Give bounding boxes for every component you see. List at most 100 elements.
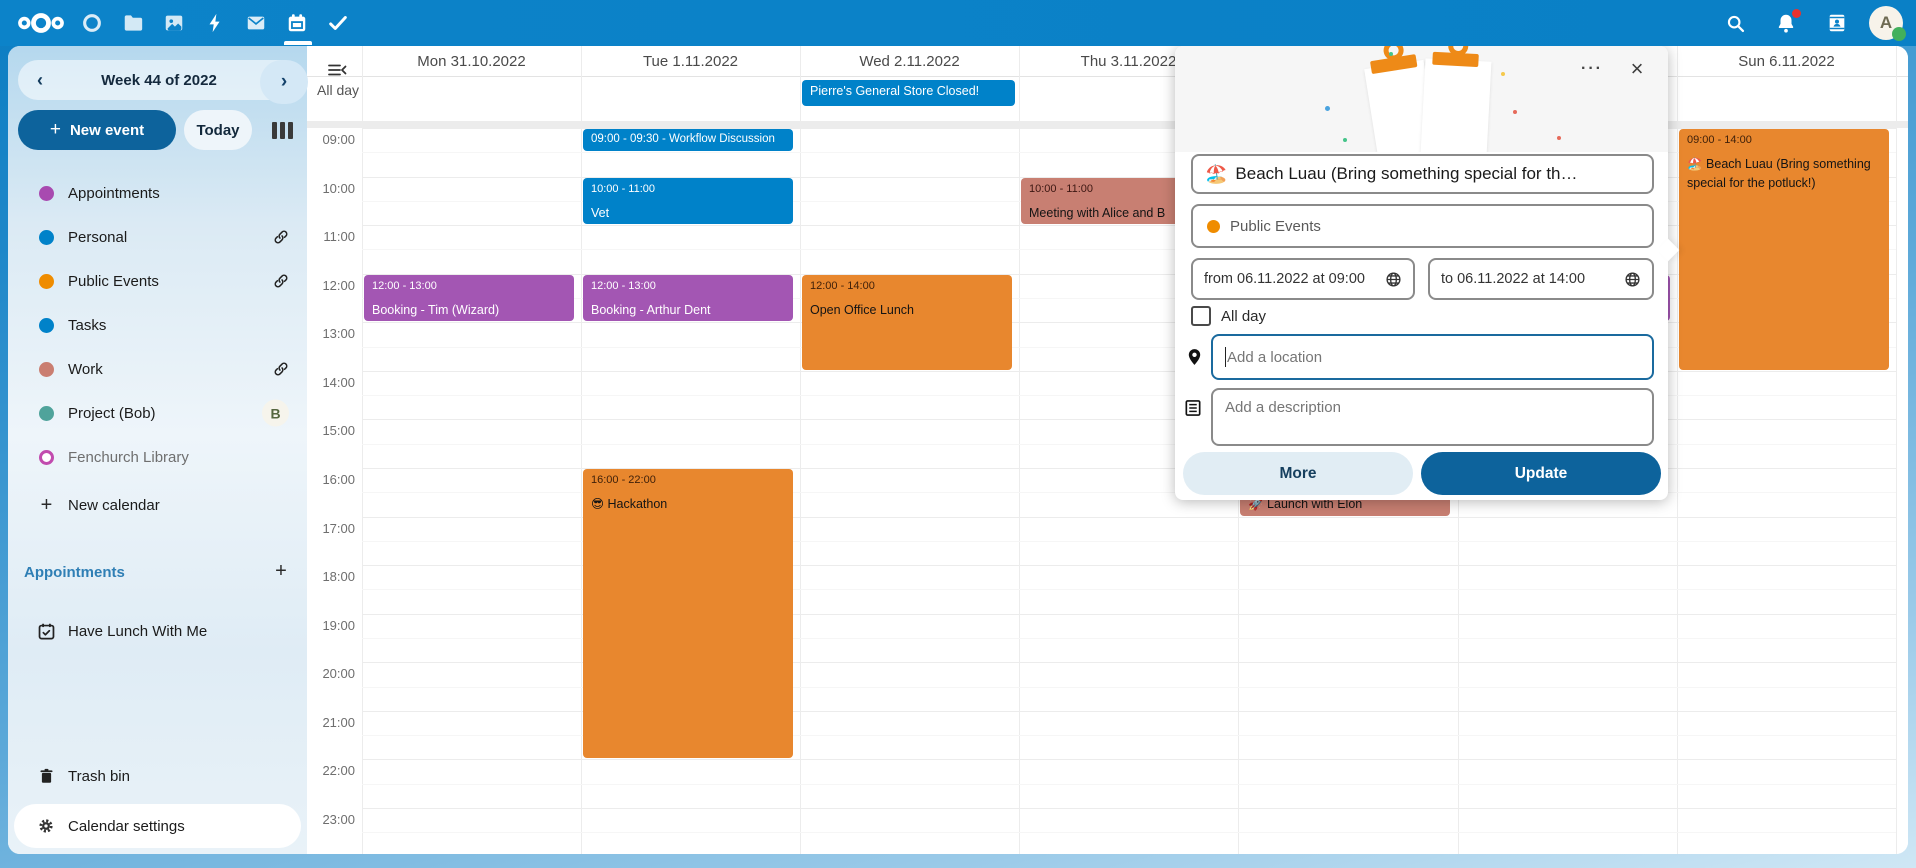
sidebar-calendar-work[interactable]: Work bbox=[8, 347, 307, 391]
close-icon[interactable]: × bbox=[1630, 56, 1644, 81]
today-button[interactable]: Today bbox=[184, 110, 252, 150]
previous-week-button[interactable]: ‹ bbox=[37, 69, 43, 90]
week-title: Week 44 of 2022 bbox=[101, 71, 217, 89]
trash-label: Trash bin bbox=[68, 767, 130, 785]
calendar-name: Appointments bbox=[68, 184, 160, 202]
dashboard-icon[interactable] bbox=[80, 11, 104, 35]
tasks-icon[interactable] bbox=[326, 11, 350, 35]
event-block[interactable]: 16:00 - 22:00 😎 Hackathon bbox=[583, 469, 793, 759]
view-columns-icon[interactable] bbox=[268, 116, 296, 144]
search-icon[interactable] bbox=[1723, 11, 1747, 35]
location-input[interactable]: Add a location bbox=[1211, 334, 1654, 380]
photos-icon[interactable] bbox=[162, 11, 186, 35]
allday-checkbox-label: All day bbox=[1221, 307, 1267, 325]
day-header: Tue 1.11.2022 bbox=[642, 52, 739, 70]
day-header: Mon 31.10.2022 bbox=[417, 52, 526, 70]
calendar-name: Personal bbox=[68, 228, 128, 246]
description-textarea[interactable]: Add a description bbox=[1211, 388, 1654, 446]
event-title: 🚀 Launch with Elon bbox=[1248, 497, 1363, 511]
checkbox-box[interactable] bbox=[1191, 306, 1211, 326]
settings-label: Calendar settings bbox=[68, 817, 185, 835]
popup-actions-menu-button[interactable]: ··· bbox=[1581, 60, 1603, 77]
start-datetime-field[interactable]: from 06.11.2022 at 09:00 bbox=[1191, 258, 1415, 300]
event-time: 12:00 - 13:00 bbox=[372, 279, 437, 292]
end-datetime-field[interactable]: to 06.11.2022 at 14:00 bbox=[1428, 258, 1654, 300]
event-time: 16:00 - 22:00 bbox=[591, 474, 656, 486]
hour-label: 21:00 bbox=[322, 714, 355, 730]
sidebar: ‹ Week 44 of 2022 › + New event Today Ap… bbox=[8, 46, 307, 854]
calendar-app-icon[interactable] bbox=[285, 11, 309, 35]
allday-event[interactable]: Pierre's General Store Closed! bbox=[802, 80, 1015, 106]
event-editor-popup: ··· × 🏖️ Beach Luau (Bring something spe… bbox=[1175, 46, 1680, 500]
event-block[interactable]: 10:00 - 11:00 Vet bbox=[583, 177, 793, 225]
contacts-icon[interactable] bbox=[1825, 11, 1849, 35]
hour-label: 15:00 bbox=[322, 423, 355, 439]
calendar-color-dot bbox=[39, 229, 54, 245]
event-title-emoji: 🏖️ bbox=[1205, 163, 1228, 184]
nextcloud-logo[interactable] bbox=[14, 8, 68, 38]
collapse-allday-icon[interactable] bbox=[327, 61, 347, 79]
sidebar-calendar-project-bob-[interactable]: Project (Bob) B bbox=[8, 391, 307, 435]
calendar-name: Fenchurch Library bbox=[68, 448, 189, 466]
sidebar-calendar-appointments[interactable]: Appointments bbox=[8, 171, 307, 215]
event-block[interactable]: 12:00 - 13:00 Booking - Tim (Wizard) bbox=[364, 274, 574, 322]
hour-label: 13:00 bbox=[322, 326, 355, 342]
event-block[interactable]: 10:00 - 11:00 Meeting with Alice and B bbox=[1021, 177, 1231, 225]
sidebar-calendar-personal[interactable]: Personal bbox=[8, 215, 307, 259]
event-title: Booking - Tim (Wizard) bbox=[372, 302, 500, 317]
calendar-name: Project (Bob) bbox=[68, 404, 156, 422]
files-icon[interactable] bbox=[121, 11, 145, 35]
shared-link-icon bbox=[273, 229, 289, 245]
hour-label: 19:00 bbox=[322, 617, 355, 633]
new-calendar-label: New calendar bbox=[68, 496, 160, 514]
notifications-bell-icon[interactable] bbox=[1774, 11, 1798, 35]
timezone-globe-icon[interactable] bbox=[1385, 271, 1402, 288]
sidebar-calendar-fenchurch-library[interactable]: Fenchurch Library bbox=[8, 435, 307, 479]
event-block[interactable]: 09:00 - 14:00 🏖️ Beach Luau (Bring someth… bbox=[1679, 129, 1889, 370]
sidebar-calendar-public-events[interactable]: Public Events bbox=[8, 259, 307, 303]
trash-icon bbox=[36, 766, 56, 786]
event-time: 10:00 - 11:00 bbox=[591, 182, 656, 195]
app-content: ‹ Week 44 of 2022 › + New event Today Ap… bbox=[8, 46, 1908, 854]
calendar-settings-button[interactable]: Calendar settings bbox=[14, 804, 301, 848]
timezone-globe-icon[interactable] bbox=[1624, 271, 1641, 288]
hour-label: 12:00 bbox=[322, 277, 355, 293]
plus-icon: + bbox=[49, 119, 61, 140]
start-datetime-value: from 06.11.2022 at 09:00 bbox=[1204, 271, 1365, 287]
new-event-label: New event bbox=[69, 121, 145, 139]
hour-label: 16:00 bbox=[322, 472, 355, 487]
calendar-select-value: Public Events bbox=[1230, 217, 1321, 235]
update-button[interactable]: Update bbox=[1421, 452, 1661, 495]
appointments-heading: Appointments bbox=[24, 564, 125, 581]
notification-dot bbox=[1792, 9, 1801, 18]
new-event-button[interactable]: + New event bbox=[18, 110, 176, 150]
hour-label: 20:00 bbox=[322, 666, 355, 682]
more-button[interactable]: More bbox=[1183, 452, 1413, 495]
calendar-name: Public Events bbox=[68, 272, 159, 290]
event-time: 12:00 - 14:00 bbox=[810, 279, 875, 292]
event-time: 10:00 - 11:00 bbox=[1029, 182, 1094, 195]
appointment-item-have-lunch[interactable]: Have Lunch With Me bbox=[8, 609, 307, 653]
allday-checkbox[interactable]: All day bbox=[1191, 306, 1266, 326]
sidebar-calendar-tasks[interactable]: Tasks bbox=[8, 303, 307, 347]
event-title-text: Beach Luau (Bring something special for … bbox=[1235, 164, 1578, 183]
hour-label: 09:00 bbox=[322, 132, 355, 147]
partially-hidden-event[interactable]: 09:00 - 09:30 - Workflow Discussion bbox=[583, 129, 793, 152]
calendar-check-icon bbox=[36, 621, 56, 641]
new-calendar-button[interactable]: + New calendar bbox=[8, 483, 307, 527]
location-placeholder: Add a location bbox=[1227, 348, 1323, 366]
activity-icon[interactable] bbox=[203, 11, 227, 35]
event-block[interactable]: 12:00 - 13:00 Booking - Arthur Dent bbox=[583, 274, 793, 322]
collapse-sidebar-button[interactable]: › bbox=[260, 60, 308, 104]
event-time: 12:00 - 13:00 bbox=[591, 279, 656, 292]
event-title-input[interactable]: 🏖️ Beach Luau (Bring something special f… bbox=[1191, 154, 1654, 194]
calendar-select[interactable]: Public Events bbox=[1191, 204, 1654, 248]
mail-icon[interactable] bbox=[244, 11, 268, 35]
trash-bin-button[interactable]: Trash bin bbox=[8, 754, 307, 798]
add-appointment-button[interactable]: + bbox=[275, 559, 287, 582]
event-time: 09:00 - 14:00 bbox=[1687, 134, 1752, 146]
event-block[interactable]: 12:00 - 14:00 Open Office Lunch bbox=[802, 274, 1012, 370]
event-title: Open Office Lunch bbox=[810, 302, 915, 317]
avatar-letter: A bbox=[1879, 13, 1893, 32]
calendar-color-dot bbox=[39, 185, 54, 201]
